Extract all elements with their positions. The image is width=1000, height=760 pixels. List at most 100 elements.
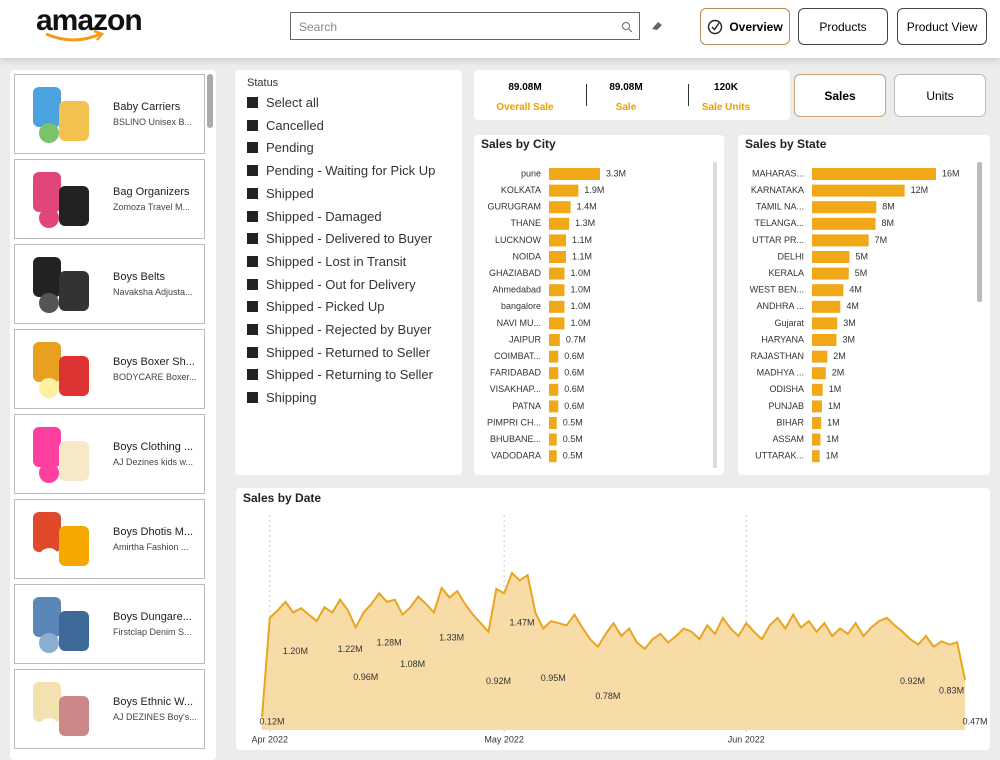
status-option[interactable]: Shipped - Lost in Transit [247,254,406,269]
bar-label: TAMIL NA... [756,202,804,212]
value-label: 0.78M [595,691,620,701]
bar-label: KOLKATA [501,185,541,195]
status-option[interactable]: Shipped [247,186,314,201]
bar-label: MAHARAS... [752,168,804,178]
kpi-value: 120K [714,82,738,93]
bar-label: PUNJAB [768,401,804,411]
status-option[interactable]: Pending [247,140,314,155]
bar [812,267,849,280]
bar [812,334,837,346]
status-option[interactable]: Shipped - Delivered to Buyer [247,231,432,246]
value-label: 0.5M [563,451,583,461]
product-description: Zomoza Travel M... [113,202,191,212]
value-label: 3.3M [606,168,626,178]
status-option[interactable]: Select all [247,95,319,110]
product-card[interactable]: Boys Ethnic W... AJ DEZINES Boy's... [14,669,205,749]
value-label: 4M [849,285,862,295]
toggle-units[interactable]: Units [894,74,986,117]
bar-label: GURUGRAM [488,202,542,212]
value-label: 0.83M [939,686,964,696]
logo: amazon [36,4,143,37]
product-image [33,682,89,738]
status-option[interactable]: Shipping [247,390,317,405]
image-shape [59,611,89,651]
value-label: 1M [828,401,841,411]
kpi-value: 89.08M [508,82,542,93]
bar [812,417,822,429]
nav-overview[interactable]: Overview [700,8,790,45]
bar [812,317,838,330]
status-option[interactable]: Shipped - Out for Delivery [247,277,416,292]
bar-label: Gujarat [774,318,804,328]
x-tick-label: Jun 2022 [728,734,765,744]
bar [549,433,557,446]
bar [549,450,557,463]
checkbox [247,392,258,404]
image-shape [39,633,59,653]
status-option[interactable]: Shipped - Returned to Seller [247,345,430,360]
toggle-label: Units [926,88,954,103]
product-image [33,172,89,228]
value-label: 0.5M [563,434,583,444]
bar [549,350,559,363]
nav-label: Product View [906,19,978,34]
bar-label: KARNATAKA [751,185,804,195]
bar [549,251,566,263]
value-label: 0.95M [541,673,566,683]
status-option[interactable]: Shipped - Returning to Seller [247,367,433,382]
nav-product-view[interactable]: Product View [897,8,987,45]
status-option[interactable]: Shipped - Rejected by Buyer [247,322,431,337]
bar [812,184,905,197]
checkbox [247,97,258,108]
product-card[interactable]: Boys Dhotis M... Amirtha Fashion ... [14,499,205,579]
bar [549,234,566,247]
status-option[interactable]: Shipped - Picked Up [247,299,385,314]
value-label: 1.3M [575,218,595,228]
bar [549,367,559,380]
line [261,571,966,718]
product-image [33,597,89,653]
image-shape [59,526,89,566]
bar-label: MADHYA ... [757,368,804,378]
toggle-sales[interactable]: Sales [794,74,886,117]
status-option[interactable]: Cancelled [247,118,324,133]
product-image [33,342,89,398]
eraser-icon[interactable] [650,20,664,32]
value-label: 1.28M [377,638,402,648]
value-label: 3M [842,334,855,344]
bar-label: RAJASTHAN [750,351,804,361]
product-image [33,512,89,568]
product-card[interactable]: Bag Organizers Zomoza Travel M... [14,159,205,239]
bar [812,383,823,396]
image-shape [39,378,59,398]
value-label: 1.0M [570,318,590,328]
value-label: 0.96M [353,672,378,682]
product-card[interactable]: Boys Belts Navaksha Adjusta... [14,244,205,324]
status-option[interactable]: Shipped - Damaged [247,209,382,224]
product-card[interactable]: Boys Clothing ... AJ Dezines kids w... [14,414,205,494]
product-description: BODYCARE Boxer... [113,372,197,382]
status-label: Shipped - Delivered to Buyer [266,231,433,247]
value-label: 1.4M [577,202,597,212]
checkbox [247,255,258,267]
product-list: Baby Carriers BSLINO Unisex B... Bag Organ… [10,70,216,760]
value-label: 1M [829,384,842,394]
nav-label: Overview [729,19,783,34]
bar [549,300,565,313]
status-option[interactable]: Pending - Waiting for Pick Up [247,163,435,178]
nav-products[interactable]: Products [798,8,888,45]
product-card[interactable]: Boys Boxer Sh... BODYCARE Boxer... [14,329,205,409]
area [262,573,965,730]
image-shape [33,427,61,467]
product-card[interactable]: Boys Dungare... Firstclap Denim S... [14,584,205,664]
search-box[interactable]: Search [290,12,640,40]
image-shape [39,463,59,483]
product-name: Boys Belts [113,271,165,283]
status-label: Cancelled [266,117,324,133]
value-label: 5M [856,251,869,261]
chart-title: Sales by State [745,137,827,151]
product-card[interactable]: Baby Carriers BSLINO Unisex B... [14,74,205,154]
checkbox [247,324,258,335]
value-label: 0.92M [486,676,511,686]
